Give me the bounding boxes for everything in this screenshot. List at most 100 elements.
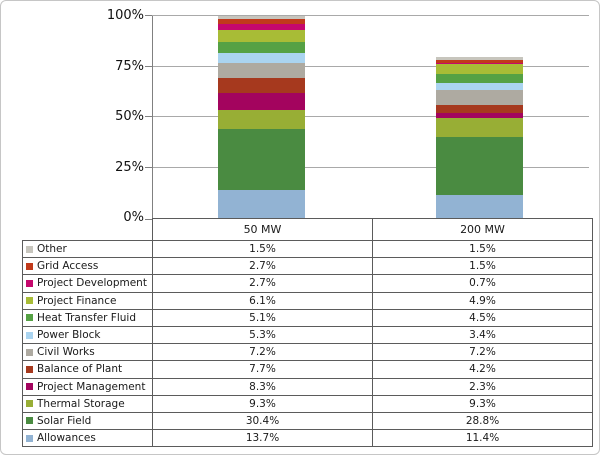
bar-segment-power-block-50-mw: [218, 52, 305, 64]
series-label: Civil Works: [37, 346, 95, 359]
bar-segment-other-50-mw: [218, 16, 305, 20]
legend-cell-project-management: Project Management: [22, 377, 153, 396]
legend-swatch-heat-transfer-fluid: [26, 314, 33, 322]
legend-cell-project-finance: Project Finance: [22, 291, 153, 310]
series-label: Balance of Plant: [37, 363, 123, 376]
legend-cell-project-development: Project Development: [22, 274, 153, 293]
y-axis-tick: [145, 15, 152, 16]
series-label: Project Management: [37, 380, 146, 393]
value-cell-other-200-mw: 1.5%: [372, 239, 593, 259]
table-row-thermal-storage: Thermal Storage 9.3% 9.3%: [22, 394, 593, 413]
value-cell-allowances-50-mw: 13.7%: [152, 429, 373, 448]
bar-segment-heat-transfer-fluid-50-mw: [218, 42, 305, 53]
legend-swatch-project-development: [26, 279, 33, 287]
legend-cell-power-block: Power Block: [22, 325, 153, 345]
bar-segment-balance-of-plant-50-mw: [218, 77, 305, 94]
bar-segment-heat-transfer-fluid-200-mw: [436, 74, 523, 84]
table-corner-cell: [23, 219, 153, 241]
legend-cell-other: Other: [22, 239, 153, 259]
table-row-project-development: Project Development 2.7% 0.7%: [22, 274, 593, 293]
y-axis-label-0-: 0%: [123, 210, 144, 225]
value-cell-balance-of-plant-200-mw: 4.2%: [372, 360, 593, 379]
series-label: Grid Access: [37, 260, 99, 273]
series-label: Project Development: [37, 277, 147, 290]
y-axis-label-100-: 100%: [106, 8, 144, 23]
value-cell-project-management-50-mw: 8.3%: [152, 377, 373, 396]
bar-segment-allowances-200-mw: [436, 194, 523, 218]
y-axis-line: [152, 16, 153, 219]
legend-cell-allowances: Allowances: [22, 429, 153, 448]
legend-swatch-balance-of-plant: [26, 365, 33, 373]
y-axis-label-50-: 50%: [115, 109, 144, 124]
legend-swatch-grid-access: [26, 262, 33, 270]
y-axis-tick: [145, 116, 152, 117]
legend-swatch-power-block: [26, 331, 33, 339]
series-label: Other: [37, 243, 67, 256]
bar-segment-power-block-200-mw: [436, 83, 523, 91]
value-cell-project-finance-200-mw: 4.9%: [372, 291, 593, 310]
bar-segment-solar-field-200-mw: [436, 136, 523, 195]
table-row-project-finance: Project Finance 6.1% 4.9%: [22, 291, 593, 310]
value-cell-solar-field-50-mw: 30.4%: [152, 411, 373, 431]
y-axis-tick: [145, 166, 152, 168]
legend-cell-solar-field: Solar Field: [22, 411, 153, 431]
legend-cell-balance-of-plant: Balance of Plant: [22, 360, 153, 379]
bar-segment-thermal-storage-50-mw: [218, 110, 305, 129]
series-label: Solar Field: [37, 414, 92, 427]
value-cell-civil-works-200-mw: 7.2%: [372, 343, 593, 362]
bar-segment-project-management-50-mw: [218, 93, 305, 111]
legend-swatch-thermal-storage: [26, 400, 33, 408]
bar-segment-grid-access-200-mw: [436, 60, 523, 64]
gridline-75-: [152, 65, 589, 67]
value-cell-heat-transfer-fluid-50-mw: 5.1%: [152, 308, 373, 327]
series-label: Heat Transfer Fluid: [37, 311, 136, 324]
value-cell-project-development-50-mw: 2.7%: [152, 274, 373, 293]
table-row-heat-transfer-fluid: Heat Transfer Fluid 5.1% 4.5%: [22, 308, 593, 327]
bar-segment-project-development-200-mw: [436, 63, 523, 65]
bar-segment-project-management-200-mw: [436, 113, 523, 119]
bar-segment-other-200-mw: [436, 57, 523, 61]
y-axis-label-25-: 25%: [115, 159, 144, 175]
column-header-200-mw: 200 MW: [372, 218, 593, 241]
value-cell-allowances-200-mw: 11.4%: [372, 429, 593, 448]
legend-swatch-project-management: [26, 383, 33, 391]
bar-segment-allowances-50-mw: [218, 190, 305, 218]
legend-cell-grid-access: Grid Access: [22, 257, 153, 276]
gridline-25-: [152, 166, 589, 168]
value-cell-grid-access-200-mw: 1.5%: [372, 257, 593, 276]
value-cell-solar-field-200-mw: 28.8%: [372, 411, 593, 431]
value-cell-civil-works-50-mw: 7.2%: [152, 343, 373, 362]
table-row-other: Other 1.5% 1.5%: [22, 239, 593, 259]
legend-cell-civil-works: Civil Works: [22, 343, 153, 362]
bar-segment-thermal-storage-200-mw: [436, 118, 523, 137]
value-cell-thermal-storage-50-mw: 9.3%: [152, 394, 373, 413]
table-row-solar-field: Solar Field 30.4% 28.8%: [22, 411, 593, 431]
bar-segment-project-finance-50-mw: [218, 29, 305, 43]
value-cell-power-block-50-mw: 5.3%: [152, 325, 373, 345]
bar-segment-solar-field-50-mw: [218, 128, 305, 191]
series-label: Thermal Storage: [37, 397, 125, 410]
bar-50-mw: [218, 16, 305, 218]
legend-cell-heat-transfer-fluid: Heat Transfer Fluid: [22, 308, 153, 327]
legend-swatch-solar-field: [26, 417, 33, 425]
value-cell-thermal-storage-200-mw: 9.3%: [372, 394, 593, 413]
table-row-civil-works: Civil Works 7.2% 7.2%: [22, 343, 593, 362]
table-row-power-block: Power Block 5.3% 3.4%: [22, 325, 593, 345]
series-label: Power Block: [37, 329, 101, 342]
table-row-project-management: Project Management 8.3% 2.3%: [22, 377, 593, 396]
value-cell-project-development-200-mw: 0.7%: [372, 274, 593, 293]
bar-segment-project-development-50-mw: [218, 24, 305, 30]
y-axis-tick: [145, 219, 152, 220]
data-table: 50 MW 200 MW Other 1.5% 1.5% Grid Access 2.7% 1…: [22, 218, 593, 448]
bar-segment-civil-works-50-mw: [218, 63, 305, 78]
legend-swatch-project-finance: [26, 297, 33, 305]
value-cell-power-block-200-mw: 3.4%: [372, 325, 593, 345]
table-header-row: 50 MW 200 MW: [23, 218, 593, 241]
bar-200-mw: [436, 57, 523, 218]
legend-swatch-other: [26, 245, 33, 253]
value-cell-balance-of-plant-50-mw: 7.7%: [152, 360, 373, 379]
column-header-50-mw: 50 MW: [152, 218, 373, 241]
bar-segment-grid-access-50-mw: [218, 19, 305, 25]
y-axis-label-75-: 75%: [115, 58, 144, 74]
